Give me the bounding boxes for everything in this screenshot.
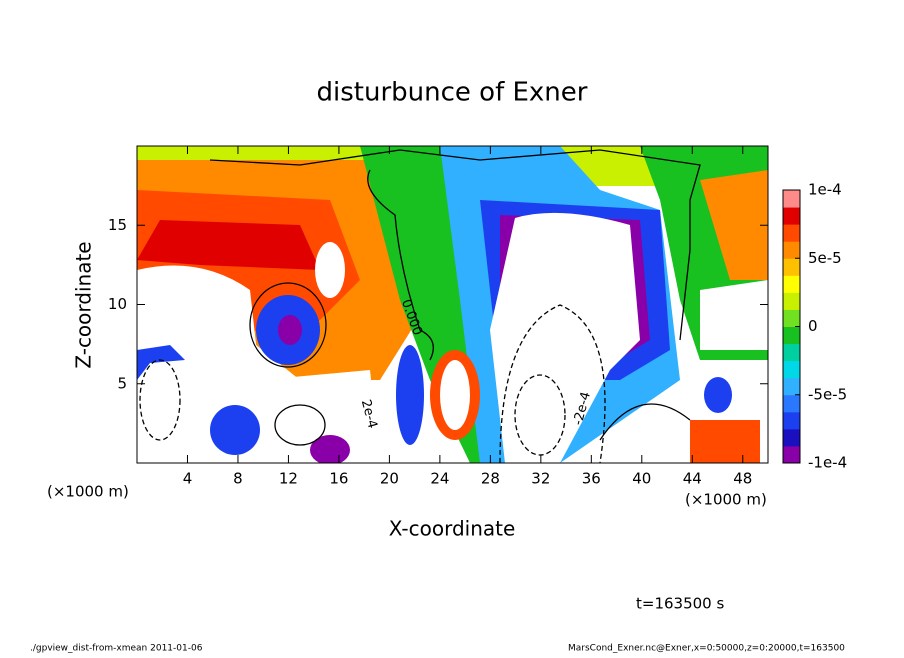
x-tick-label: 48	[733, 470, 752, 488]
x-tick-label: 32	[531, 470, 550, 488]
x-tick-label: 28	[481, 470, 500, 488]
colorbar-swatch	[783, 428, 800, 447]
x-tick-label: 12	[279, 470, 298, 488]
x-unit: (×1000 m)	[685, 491, 767, 509]
x-unit: (×1000 m)	[47, 483, 129, 501]
y-axis-label: Z-coordinate	[72, 241, 96, 368]
colorbar-swatch	[783, 360, 800, 379]
colorbar-tick-label: 5e-5	[808, 249, 842, 267]
colorbar-swatch	[783, 190, 800, 208]
colorbar-swatch	[783, 394, 800, 413]
x-tick-label: 44	[683, 470, 702, 488]
x-tick-label: 4	[183, 470, 193, 488]
y-tick-label: 10	[108, 295, 127, 313]
chart-title: disturbunce of Exner	[317, 78, 588, 108]
x-axis-label: X-coordinate	[389, 517, 516, 541]
y-tick-label: 5	[117, 374, 127, 392]
colorbar-swatch	[783, 343, 800, 362]
contour-field	[137, 146, 768, 463]
x-tick-label: 24	[430, 470, 449, 488]
time-label: t=163500 s	[636, 595, 724, 613]
x-tick-label: 20	[380, 470, 399, 488]
colorbar-swatch	[783, 411, 800, 430]
colorbar-tick-label: -5e-5	[808, 385, 847, 403]
x-tick-label: 40	[632, 470, 651, 488]
x-tick-label: 16	[329, 470, 348, 488]
colorbar-tick-label: 0	[808, 317, 818, 335]
colorbar-swatch	[783, 292, 800, 310]
y-tick-label: 15	[108, 216, 127, 234]
colorbar-swatch	[783, 377, 800, 396]
colorbar-tick-label: 1e-4	[808, 181, 842, 199]
x-tick-label: 36	[582, 470, 601, 488]
colorbar-swatch	[783, 241, 800, 259]
colorbar-swatch	[783, 309, 800, 327]
footer: MarsCond_Exner.nc@Exner,x=0:50000,z=0:20…	[568, 644, 845, 654]
colorbar-swatch	[783, 445, 800, 464]
colorbar-swatch	[783, 207, 800, 225]
colorbar-swatch	[783, 275, 800, 293]
x-tick-label: 8	[233, 470, 243, 488]
footer: ./gpview_dist-from-xmean 2011-01-06	[30, 644, 203, 654]
colorbar-swatch	[783, 258, 800, 276]
colorbar-swatch	[783, 224, 800, 242]
contour-label: 2e-4	[358, 398, 380, 430]
colorbar-swatch	[783, 326, 800, 345]
colorbar-tick-label: -1e-4	[808, 454, 847, 472]
